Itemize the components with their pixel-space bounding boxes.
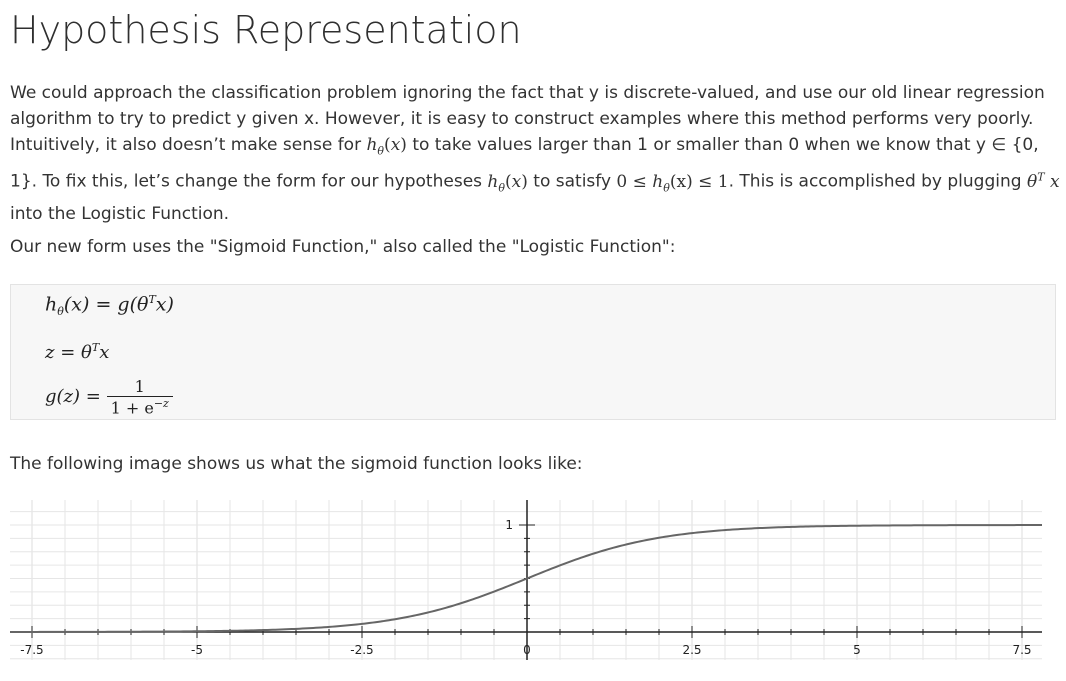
hypothesis-expr-1: hθ(x) <box>366 135 407 158</box>
x-tick-label: -7.5 <box>20 643 43 657</box>
x-tick-label: 7.5 <box>1012 643 1031 657</box>
theta-transpose-x-expr: θT x <box>1026 170 1060 193</box>
intro-text-3: to satisfy <box>527 172 617 193</box>
hypothesis-equation: hθ(x) = g(θTx) <box>45 293 174 319</box>
z-equation: z = θTx <box>45 341 110 363</box>
intro-paragraph: We could approach the classification pro… <box>10 80 1062 227</box>
x-tick-label: 0 <box>523 643 531 657</box>
sigmoid-curve <box>10 524 1042 633</box>
image-caption: The following image shows us what the si… <box>10 454 583 474</box>
sigmoid-intro: Our new form uses the "Sigmoid Function,… <box>10 237 676 257</box>
page-title: Hypothesis Representation <box>10 8 522 52</box>
intro-text-4: . This is accomplished by plugging <box>728 172 1027 193</box>
x-tick-label: 2.5 <box>682 643 701 657</box>
chart-background <box>10 500 1042 660</box>
y-tick-label: 1 <box>505 518 513 532</box>
x-tick-label: -5 <box>191 643 203 657</box>
hypothesis-expr-2: hθ(x) <box>487 172 528 195</box>
x-tick-label: -2.5 <box>350 643 373 657</box>
sigmoid-chart-svg: -7.5 -5 -2.5 0 2.5 5 7.5 1 <box>10 500 1042 660</box>
intro-text-5: into the Logistic Function. <box>10 204 230 225</box>
x-tick-label: 5 <box>853 643 861 657</box>
intro-text-2: to take values larger than 1 or smaller … <box>10 135 1039 193</box>
sigmoid-chart: -7.5 -5 -2.5 0 2.5 5 7.5 1 <box>10 500 1042 660</box>
intro-text-1: We could approach the classification pro… <box>10 83 1045 155</box>
inequality-expr: 0 ≤ hθ(x) ≤ 1 <box>616 172 729 195</box>
